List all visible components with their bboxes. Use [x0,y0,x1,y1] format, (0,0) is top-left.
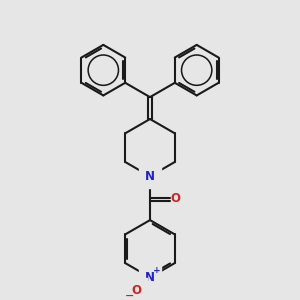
Text: +: + [153,266,160,275]
Text: N: N [145,271,155,284]
Text: O: O [131,284,141,297]
Text: −: − [125,290,134,300]
Text: O: O [170,192,180,205]
Text: N: N [145,170,155,183]
